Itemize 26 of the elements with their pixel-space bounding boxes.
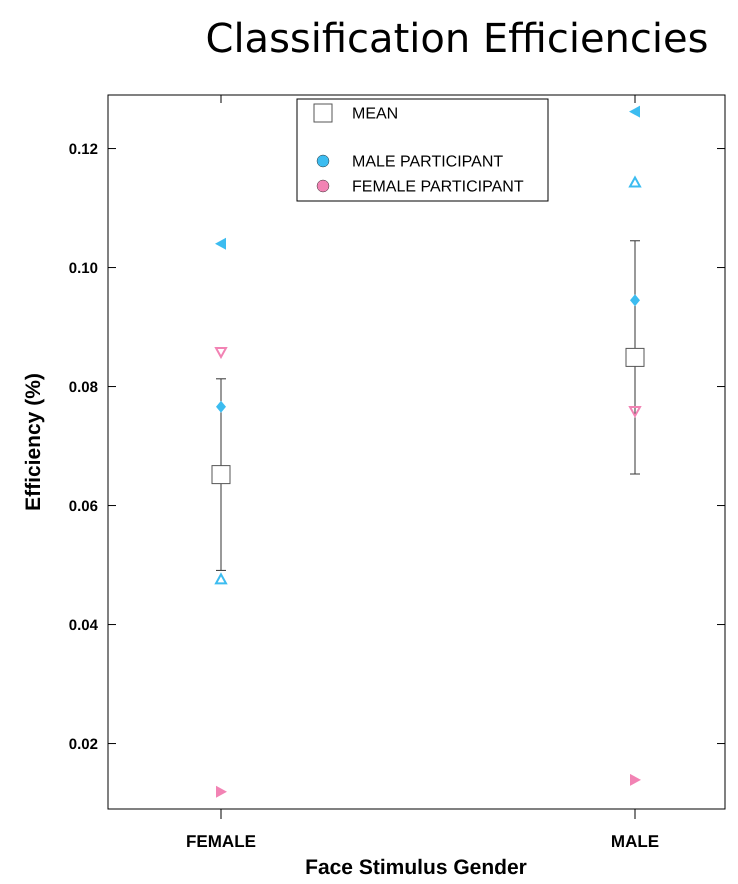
y-tick-label: 0.12 [68, 140, 98, 158]
point [629, 176, 641, 188]
y-tick-label: 0.06 [68, 498, 98, 515]
point [215, 347, 227, 358]
point [629, 106, 640, 118]
point [215, 238, 226, 250]
point [212, 465, 230, 484]
y-tick-label: 0.04 [68, 616, 99, 634]
point [216, 400, 226, 413]
point [215, 573, 227, 584]
legend-label: FEMALE PARTICIPANT [352, 178, 524, 196]
y-tick-label: 0.08 [68, 378, 98, 396]
point [626, 348, 644, 367]
point [629, 406, 641, 417]
point [630, 774, 641, 786]
point [630, 294, 640, 306]
x-axis-title: Face Stimulus Gender [305, 856, 527, 879]
legend-label: MEAN [352, 106, 398, 123]
point [216, 786, 227, 798]
x-tick-label: FEMALE [186, 832, 256, 851]
y-tick-label: 0.02 [68, 736, 98, 753]
legend-label: MALE PARTICIPANT [352, 154, 504, 171]
x-tick-label: MALE [610, 832, 660, 851]
y-tick-label: 0.10 [68, 260, 98, 277]
chart-title: Classification Efficiencies [206, 16, 708, 62]
y-axis-title: Efficiency (%) [22, 373, 45, 511]
